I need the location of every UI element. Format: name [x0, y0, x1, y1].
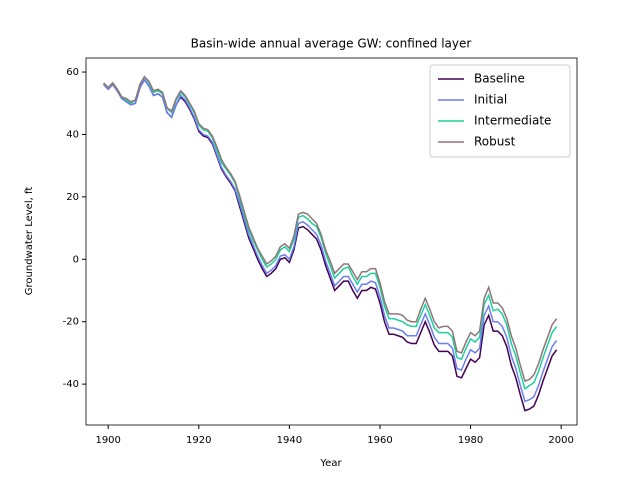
y-tick-label: -20	[63, 317, 79, 328]
legend-label: Baseline	[474, 72, 525, 86]
x-tick-label: 1980	[458, 435, 483, 446]
axes-frame	[85, 57, 578, 426]
x-tick-label: 1920	[186, 435, 211, 446]
line-series	[103, 75, 558, 382]
x-axis-label: Year	[319, 458, 342, 469]
chart-title: Basin-wide annual average GW: confined l…	[191, 37, 472, 51]
y-tick-label: 20	[66, 192, 79, 203]
x-tick-label: 1960	[367, 435, 392, 446]
y-tick-label: 40	[66, 129, 79, 140]
y-tick-label: 60	[66, 67, 79, 78]
x-tick-label: 1940	[277, 435, 302, 446]
x-tick-label: 2000	[548, 435, 573, 446]
y-tick-label: -40	[63, 379, 79, 390]
line-series	[103, 75, 558, 391]
y-tick-label: 0	[73, 254, 79, 265]
line-series	[103, 78, 558, 403]
legend-label: Robust	[474, 135, 516, 149]
legend-label: Initial	[474, 93, 507, 107]
y-axis-label: Groundwater Level, ft	[24, 187, 35, 296]
x-tick-label: 1900	[95, 435, 120, 446]
legend-box	[429, 64, 571, 158]
legend-label: Intermediate	[474, 114, 551, 128]
